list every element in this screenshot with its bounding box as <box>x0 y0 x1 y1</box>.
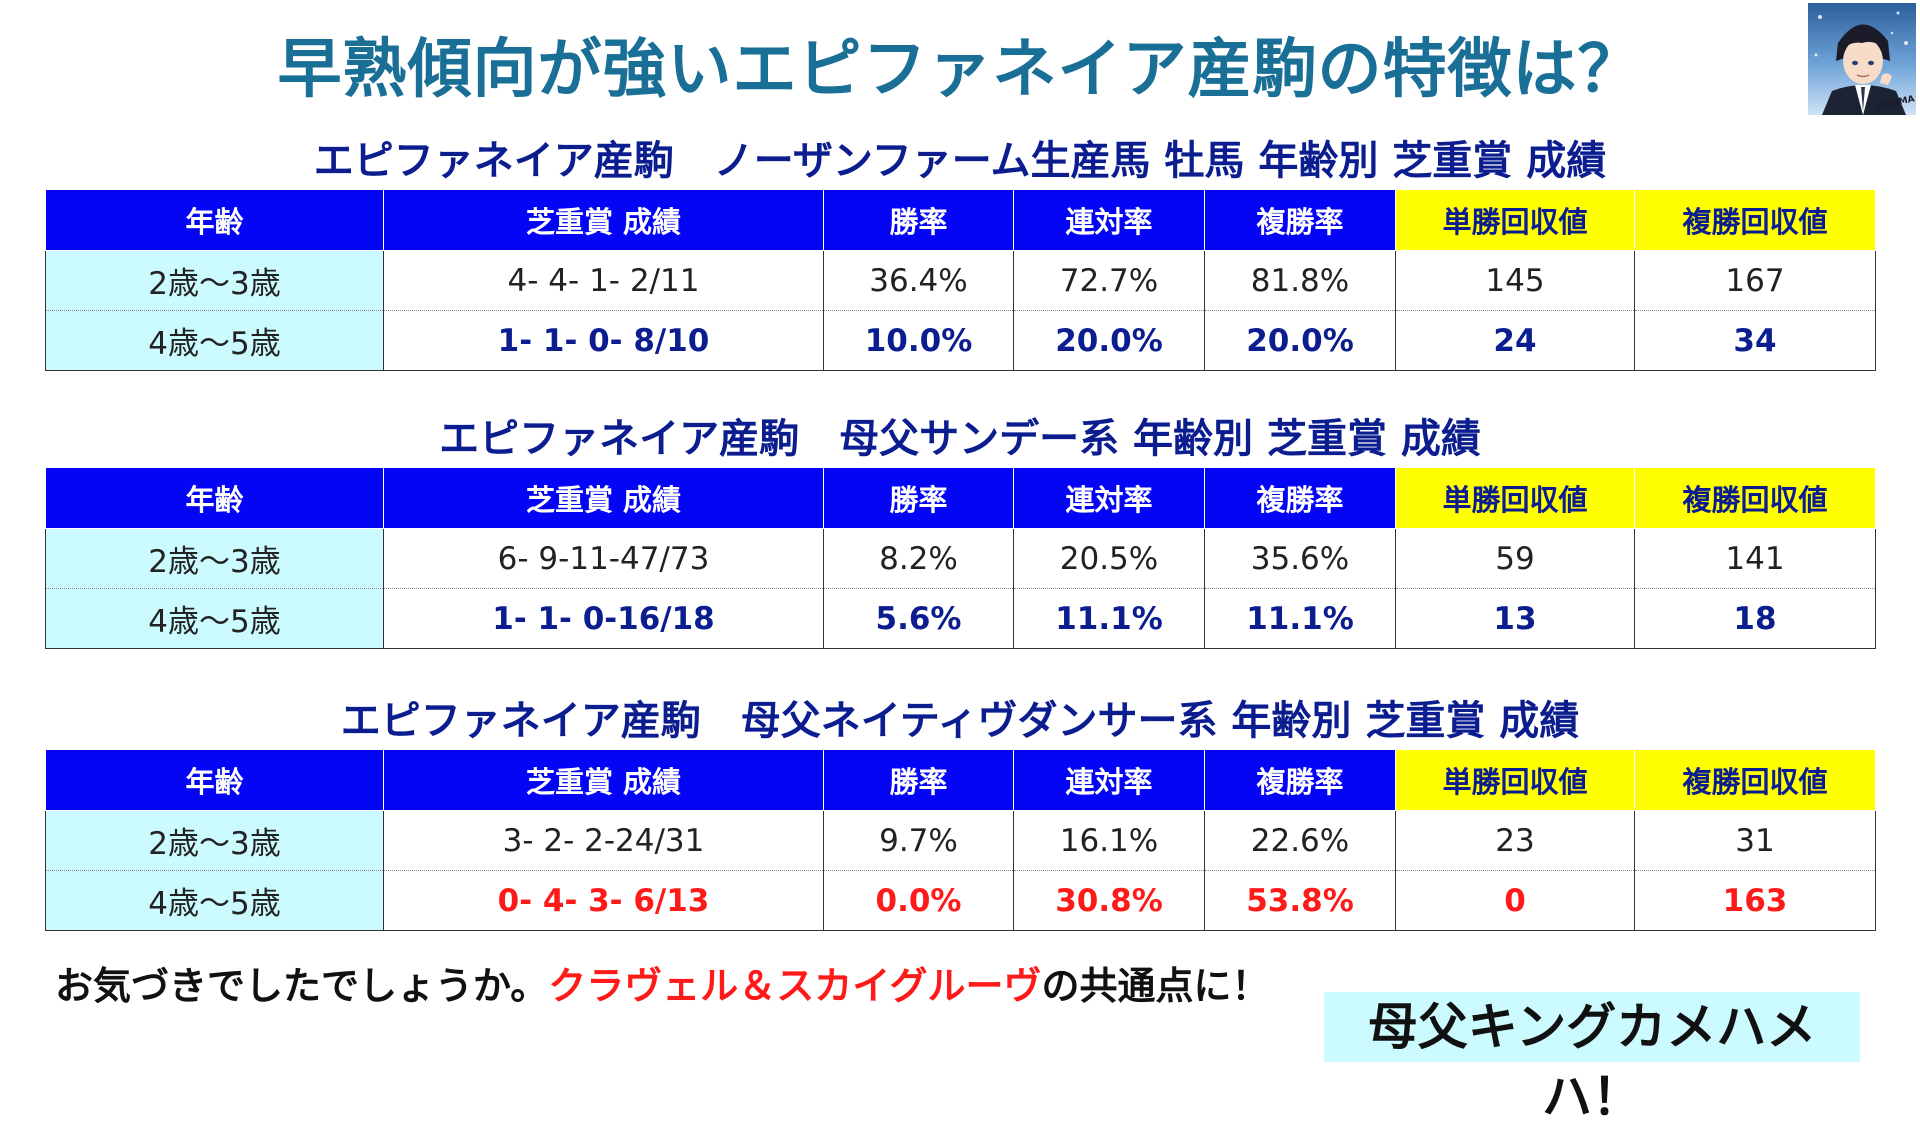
col-top2-rate-header: 連対率 <box>1013 467 1205 529</box>
age-cell: 2歳～3歳 <box>45 528 384 589</box>
win-return-cell: 59 <box>1395 528 1635 589</box>
record-cell: 1- 1- 0- 8/10 <box>383 310 824 371</box>
table-row: 4歳～5歳 1- 1- 0-16/18 5.6% 11.1% 11.1% 13 … <box>45 588 1876 649</box>
col-age-header: 年齢 <box>45 467 384 529</box>
age-cell: 4歳～5歳 <box>45 870 384 931</box>
table-header-row: 年齢 芝重賞 成績 勝率 連対率 複勝率 単勝回収値 複勝回収値 <box>45 749 1876 811</box>
win-rate-cell: 36.4% <box>823 250 1014 311</box>
table-1-title: エピファネイア産駒 ノーザンファーム生産馬 牡馬 年齢別 芝重賞 成績 <box>313 138 1607 184</box>
footnote-highlight: クラヴェル＆スカイグルーヴ <box>548 964 1042 1008</box>
col-win-rate-header: 勝率 <box>823 467 1014 529</box>
page-title: 早熟傾向が強いエピファネイア産駒の特徴は？ <box>277 33 1643 107</box>
col-place-return-header: 複勝回収値 <box>1634 467 1876 529</box>
place-rate-cell: 20.0% <box>1204 310 1396 371</box>
top2-rate-cell: 20.5% <box>1013 528 1205 589</box>
place-rate-cell: 35.6% <box>1204 528 1396 589</box>
col-top2-rate-header: 連対率 <box>1013 189 1205 251</box>
col-age-header: 年齢 <box>45 189 384 251</box>
col-win-return-header: 単勝回収値 <box>1395 467 1635 529</box>
age-cell: 4歳～5歳 <box>45 310 384 371</box>
age-cell: 2歳～3歳 <box>45 250 384 311</box>
table-row: 2歳～3歳 4- 4- 1- 2/11 36.4% 72.7% 81.8% 14… <box>45 250 1876 311</box>
col-record-header: 芝重賞 成績 <box>383 749 824 811</box>
table-header-row: 年齢 芝重賞 成績 勝率 連対率 複勝率 単勝回収値 複勝回収値 <box>45 467 1876 529</box>
record-cell: 1- 1- 0-16/18 <box>383 588 824 649</box>
conclusion-callout: 母父キングカメハメハ！ <box>1324 992 1860 1126</box>
col-win-return-header: 単勝回収値 <box>1395 189 1635 251</box>
col-win-rate-header: 勝率 <box>823 749 1014 811</box>
place-rate-cell: 81.8% <box>1204 250 1396 311</box>
table-row: 2歳～3歳 6- 9-11-47/73 8.2% 20.5% 35.6% 59 … <box>45 528 1876 589</box>
place-return-cell: 18 <box>1634 588 1876 649</box>
table-row: 4歳～5歳 0- 4- 3- 6/13 0.0% 30.8% 53.8% 0 1… <box>45 870 1876 931</box>
col-place-rate-header: 複勝率 <box>1204 189 1396 251</box>
age-cell: 4歳～5歳 <box>45 588 384 649</box>
place-return-cell: 31 <box>1634 810 1876 871</box>
place-return-cell: 34 <box>1634 310 1876 371</box>
age-cell: 2歳～3歳 <box>45 810 384 871</box>
results-table-3: 年齢 芝重賞 成績 勝率 連対率 複勝率 単勝回収値 複勝回収値 2歳～3歳 3… <box>45 749 1876 931</box>
place-rate-cell: 22.6% <box>1204 810 1396 871</box>
table-row: 2歳～3歳 3- 2- 2-24/31 9.7% 16.1% 22.6% 23 … <box>45 810 1876 871</box>
place-rate-cell: 53.8% <box>1204 870 1396 931</box>
table-2-title: エピファネイア産駒 母父サンデー系 年齢別 芝重賞 成績 <box>439 416 1481 462</box>
win-return-cell: 23 <box>1395 810 1635 871</box>
table-header-row: 年齢 芝重賞 成績 勝率 連対率 複勝率 単勝回収値 複勝回収値 <box>45 189 1876 251</box>
top2-rate-cell: 16.1% <box>1013 810 1205 871</box>
footnote-suffix: の共通点に！ <box>1041 964 1270 1008</box>
col-win-return-header: 単勝回収値 <box>1395 749 1635 811</box>
win-return-cell: 0 <box>1395 870 1635 931</box>
record-cell: 4- 4- 1- 2/11 <box>383 250 824 311</box>
avatar-illustration: GANMA <box>1814 11 1916 115</box>
col-record-header: 芝重賞 成績 <box>383 189 824 251</box>
table-3-title: エピファネイア産駒 母父ネイティヴダンサー系 年齢別 芝重賞 成績 <box>340 698 1580 744</box>
results-table-1: 年齢 芝重賞 成績 勝率 連対率 複勝率 単勝回収値 複勝回収値 2歳～3歳 4… <box>45 189 1876 371</box>
top2-rate-cell: 72.7% <box>1013 250 1205 311</box>
col-place-rate-header: 複勝率 <box>1204 467 1396 529</box>
col-record-header: 芝重賞 成績 <box>383 467 824 529</box>
win-rate-cell: 9.7% <box>823 810 1014 871</box>
col-place-return-header: 複勝回収値 <box>1634 189 1876 251</box>
top2-rate-cell: 20.0% <box>1013 310 1205 371</box>
top2-rate-cell: 30.8% <box>1013 870 1205 931</box>
win-rate-cell: 0.0% <box>823 870 1014 931</box>
col-top2-rate-header: 連対率 <box>1013 749 1205 811</box>
col-age-header: 年齢 <box>45 749 384 811</box>
top2-rate-cell: 11.1% <box>1013 588 1205 649</box>
table-row: 4歳～5歳 1- 1- 0- 8/10 10.0% 20.0% 20.0% 24… <box>45 310 1876 371</box>
place-return-cell: 163 <box>1634 870 1876 931</box>
col-win-rate-header: 勝率 <box>823 189 1014 251</box>
win-rate-cell: 8.2% <box>823 528 1014 589</box>
col-place-rate-header: 複勝率 <box>1204 749 1396 811</box>
win-return-cell: 145 <box>1395 250 1635 311</box>
win-rate-cell: 5.6% <box>823 588 1014 649</box>
win-return-cell: 13 <box>1395 588 1635 649</box>
record-cell: 6- 9-11-47/73 <box>383 528 824 589</box>
results-table-2: 年齢 芝重賞 成績 勝率 連対率 複勝率 単勝回収値 複勝回収値 2歳～3歳 6… <box>45 467 1876 649</box>
place-rate-cell: 11.1% <box>1204 588 1396 649</box>
win-rate-cell: 10.0% <box>823 310 1014 371</box>
place-return-cell: 141 <box>1634 528 1876 589</box>
footnote: お気づきでしたでしょうか。クラヴェル＆スカイグルーヴの共通点に！ <box>55 955 1270 1010</box>
win-return-cell: 24 <box>1395 310 1635 371</box>
footnote-prefix: お気づきでしたでしょうか。 <box>55 964 549 1008</box>
record-cell: 3- 2- 2-24/31 <box>383 810 824 871</box>
place-return-cell: 167 <box>1634 250 1876 311</box>
author-avatar: GANMA <box>1808 3 1916 115</box>
col-place-return-header: 複勝回収値 <box>1634 749 1876 811</box>
record-cell: 0- 4- 3- 6/13 <box>383 870 824 931</box>
